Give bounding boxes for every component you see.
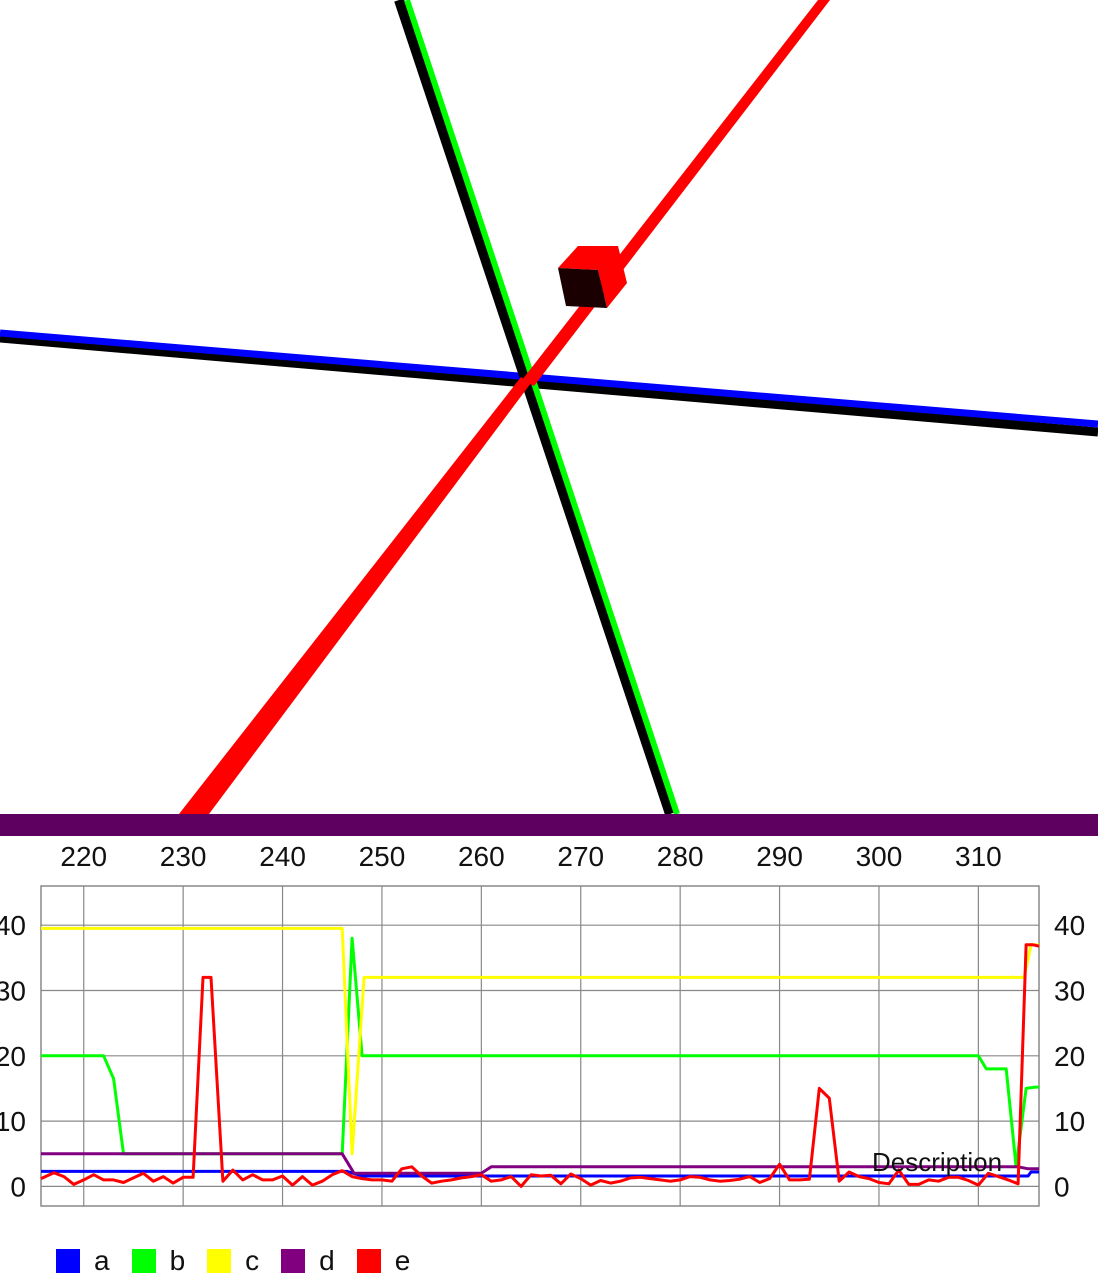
y-tick-label-left: 10	[0, 1106, 26, 1137]
series-line-b	[41, 936, 1039, 1169]
legend-label: a	[94, 1245, 110, 1276]
y-tick-label-right: 20	[1054, 1041, 1085, 1072]
plot-frame	[40, 885, 1040, 1207]
y-axis-line	[404, 0, 680, 814]
legend-label: d	[319, 1245, 335, 1276]
legend-label: e	[394, 1245, 411, 1276]
y-tick-label-left: 30	[0, 975, 26, 1006]
y-axis-shadow	[394, 0, 675, 814]
y-tick-label-right: 0	[1054, 1171, 1070, 1202]
x-tick-label: 280	[657, 841, 704, 872]
legend-item-d: d	[281, 1245, 335, 1277]
x-tick-label: 270	[557, 841, 604, 872]
series-line-d	[41, 1152, 1039, 1175]
x-tick-label: 310	[955, 841, 1002, 872]
legend-item-c: c	[207, 1245, 259, 1277]
y-tick-label-right: 40	[1054, 910, 1085, 941]
panel-divider[interactable]	[0, 814, 1098, 836]
x-tick-label: 250	[359, 841, 406, 872]
x-axis-shadow	[0, 333, 1098, 437]
y-tick-label-left: 0	[10, 1171, 26, 1202]
y-tick-label-left: 40	[0, 910, 26, 941]
y-tick-label-right: 10	[1054, 1106, 1085, 1137]
legend-swatch	[207, 1249, 232, 1273]
legend-item-b: b	[131, 1245, 186, 1277]
chart-annotation: Description	[872, 1147, 1002, 1177]
x-tick-label: 240	[259, 841, 306, 872]
line-chart: 220 230 240 250 260 270 280 290 300 310 0 0 10 10 20 2…	[0, 841, 1085, 1207]
z-axis-line	[179, 377, 531, 814]
x-tick-label: 230	[160, 841, 207, 872]
legend-label: c	[245, 1245, 260, 1276]
legend-label: b	[169, 1245, 186, 1276]
x-axis-line	[0, 329, 1098, 428]
x-tick-label: 260	[458, 841, 505, 872]
legend-swatch	[131, 1249, 156, 1273]
z-axis-line-far	[522, 0, 830, 386]
legend-swatch	[56, 1249, 80, 1273]
y-tick-label-left: 20	[0, 1041, 26, 1072]
series-line-e	[40, 943, 1040, 1188]
legend-item-e: e	[356, 1245, 411, 1277]
y-tick-label-right: 30	[1054, 975, 1085, 1006]
chart-legend: a b c d e	[56, 1244, 432, 1278]
legend-swatch	[281, 1249, 306, 1273]
3d-axes-scene[interactable]	[0, 0, 1098, 814]
legend-swatch	[356, 1249, 381, 1273]
legend-item-a: a	[56, 1245, 110, 1277]
x-tick-label: 300	[856, 841, 903, 872]
x-tick-label: 220	[60, 841, 107, 872]
series-line-c	[41, 926, 1039, 1156]
x-tick-label: 290	[756, 841, 803, 872]
cube-marker	[558, 246, 627, 308]
